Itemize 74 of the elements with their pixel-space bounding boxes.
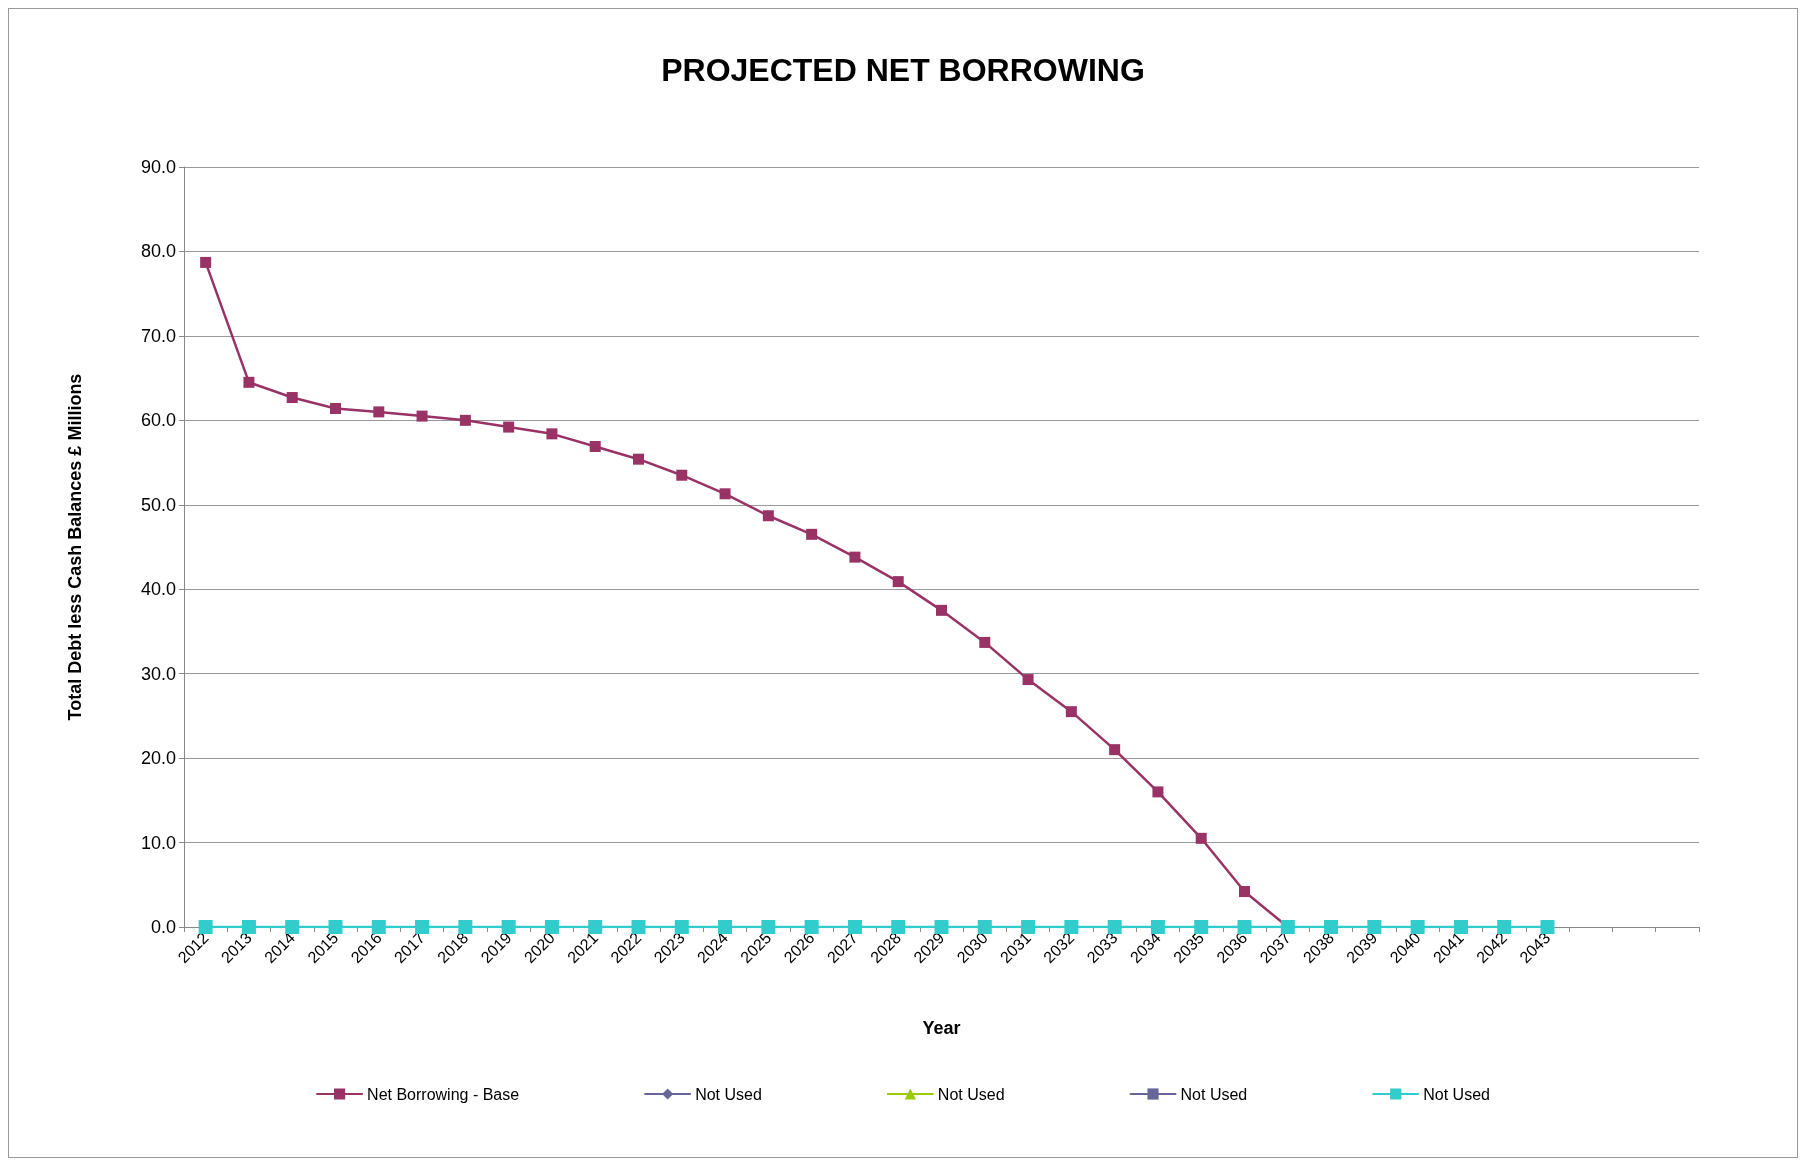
point — [241, 920, 256, 934]
point — [934, 920, 949, 934]
point — [1022, 674, 1034, 686]
point — [588, 920, 603, 934]
y-axis-title: Total Debt less Cash Balances £ Millions — [65, 373, 85, 721]
point — [198, 920, 213, 934]
point — [1239, 886, 1250, 898]
point — [589, 441, 601, 453]
point — [631, 920, 646, 934]
point — [804, 920, 819, 934]
point — [719, 488, 731, 500]
y-tick-label: 70.0 — [140, 325, 176, 346]
point — [1237, 920, 1252, 934]
point — [761, 920, 776, 934]
y-tick-label: 60.0 — [140, 410, 176, 431]
point — [674, 920, 689, 934]
point — [1109, 744, 1121, 756]
point — [1152, 786, 1164, 798]
point — [1453, 920, 1468, 934]
x-axis-title: Year — [922, 1018, 961, 1038]
point — [373, 406, 385, 418]
point — [1021, 920, 1036, 934]
y-tick-label: 40.0 — [140, 579, 176, 600]
point — [1065, 706, 1077, 718]
point — [1194, 920, 1209, 934]
point — [633, 453, 644, 465]
point — [891, 920, 906, 934]
point — [1367, 920, 1382, 934]
point — [285, 920, 300, 934]
point — [762, 510, 774, 522]
point — [849, 551, 861, 563]
legend-label: Not Used — [1180, 1085, 1248, 1103]
point — [1195, 832, 1207, 844]
point — [328, 920, 343, 934]
point — [286, 392, 298, 404]
point — [979, 636, 991, 648]
point — [892, 576, 904, 588]
point — [1497, 920, 1512, 934]
point — [544, 920, 559, 934]
y-tick-label: 50.0 — [140, 494, 176, 515]
legend-label: Not Used — [937, 1085, 1005, 1103]
y-tick-label: 0.0 — [150, 917, 176, 937]
point — [806, 528, 818, 540]
point — [1107, 920, 1122, 934]
point — [415, 920, 430, 934]
point — [503, 421, 515, 433]
legend-label: Net Borrowing - Base — [367, 1085, 520, 1103]
point — [1064, 920, 1079, 934]
point — [416, 410, 428, 422]
point — [977, 920, 992, 934]
point — [243, 376, 255, 388]
point — [1150, 920, 1165, 934]
y-tick-label: 90.0 — [140, 157, 176, 177]
point — [459, 414, 471, 426]
y-tick-label: 10.0 — [140, 832, 176, 853]
point — [676, 469, 688, 481]
y-tick-label: 20.0 — [140, 748, 176, 769]
point — [847, 920, 862, 934]
chart-title: PROJECTED NET BORROWING — [661, 52, 1145, 88]
point — [718, 920, 733, 934]
legend-label: Not Used — [695, 1085, 762, 1103]
point — [1540, 920, 1555, 934]
point — [371, 920, 386, 934]
point — [200, 256, 212, 268]
point — [1324, 920, 1339, 934]
y-tick-label: 30.0 — [140, 663, 176, 684]
point — [501, 920, 516, 934]
point — [458, 920, 473, 934]
point — [330, 403, 341, 415]
point — [546, 428, 558, 440]
point — [936, 604, 947, 616]
point — [1410, 920, 1425, 934]
y-tick-label: 80.0 — [140, 241, 176, 262]
legend-label: Not Used — [1423, 1085, 1490, 1103]
